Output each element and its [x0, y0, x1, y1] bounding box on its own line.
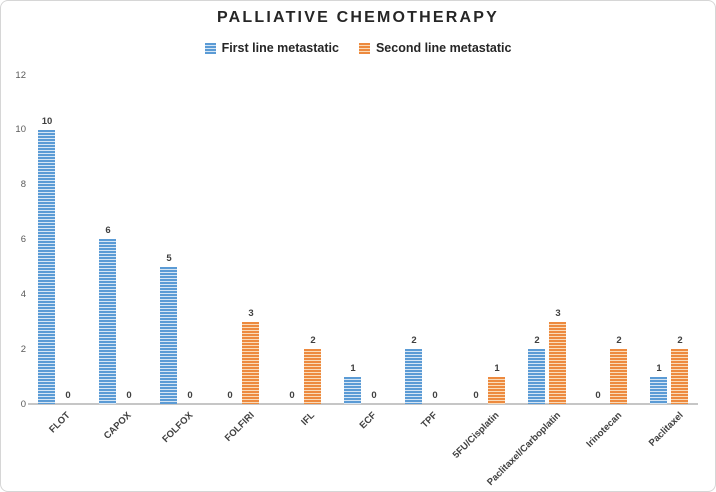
legend-label: Second line metastatic [375, 41, 512, 55]
bar-first-line-metastatic-ecf [344, 377, 361, 404]
x-axis-category-label: 5FU/Cisplatin [450, 410, 502, 461]
bar-value-label: 2 [411, 335, 417, 346]
x-axis-category-label: ECF [357, 410, 379, 432]
bar-value-label: 0 [595, 390, 601, 401]
legend-label: First line metastatic [221, 41, 339, 55]
x-axis-category-label: FOLFOX [159, 410, 195, 446]
bar-value-label: 1 [656, 363, 662, 374]
bar-second-line-metastatic-folfiri [242, 322, 259, 404]
x-axis-category-label: FLOT [47, 410, 73, 436]
bar-second-line-metastatic-irinotecan [610, 349, 627, 404]
x-axis-category-label: FOLFIRI [222, 410, 257, 444]
bar-value-label: 2 [310, 335, 316, 346]
bar-first-line-metastatic-tpf [405, 349, 422, 404]
bar-first-line-metastatic-capox [99, 239, 116, 404]
bar-value-label: 2 [677, 335, 683, 346]
bar-first-line-metastatic-folfox [160, 267, 177, 404]
x-axis-category-label: Irinotecan [583, 410, 624, 450]
bar-value-label: 10 [41, 116, 53, 127]
bar-value-label: 0 [289, 390, 295, 401]
chart-legend: First line metastatic Second line metasta… [1, 41, 715, 55]
x-axis-line [28, 403, 698, 405]
bar-value-label: 0 [432, 390, 438, 401]
legend-item-second-line-metastatic: Second line metastatic [358, 41, 512, 55]
legend-item-first-line-metastatic: First line metastatic [204, 41, 339, 55]
bar-value-label: 0 [473, 390, 479, 401]
bar-value-label: 6 [105, 225, 111, 236]
y-axis-tick-label: 8 [20, 179, 26, 191]
bar-second-line-metastatic-5fu-cisplatin [488, 377, 505, 404]
legend-swatch-icon [358, 42, 370, 54]
bar-value-label: 1 [494, 363, 500, 374]
x-axis-category-label: TPF [419, 410, 441, 431]
y-axis-tick-label: 2 [20, 343, 26, 355]
bar-value-label: 5 [166, 253, 172, 264]
bar-first-line-metastatic-paclitaxel-carboplatin [528, 349, 545, 404]
legend-swatch-icon [204, 42, 216, 54]
bar-value-label: 0 [126, 390, 132, 401]
bar-value-label: 3 [248, 308, 254, 319]
bar-value-label: 0 [65, 390, 71, 401]
bar-first-line-metastatic-paclitaxel [650, 377, 667, 404]
bar-value-label: 2 [534, 335, 540, 346]
x-axis-category-label: CAPOX [102, 410, 134, 442]
bar-first-line-metastatic-flot [38, 130, 55, 404]
y-axis-tick-label: 12 [15, 69, 26, 81]
bar-value-label: 1 [350, 363, 356, 374]
y-axis-tick-label: 0 [20, 398, 26, 410]
chart-title: PALLIATIVE CHEMOTHERAPY [216, 9, 499, 26]
bar-second-line-metastatic-ifl [304, 349, 321, 404]
bar-value-label: 2 [616, 335, 622, 346]
x-axis-category-label: Paclitaxel [646, 410, 686, 449]
bar-second-line-metastatic-paclitaxel-carboplatin [549, 322, 566, 404]
bar-value-label: 0 [187, 390, 193, 401]
bar-value-label: 0 [227, 390, 233, 401]
bar-second-line-metastatic-paclitaxel [671, 349, 688, 404]
bar-value-label: 0 [371, 390, 377, 401]
x-axis-category-label: IFL [299, 410, 318, 428]
y-axis-tick-label: 4 [20, 288, 26, 300]
y-axis-tick-label: 6 [20, 234, 26, 245]
y-axis-tick-label: 10 [15, 124, 26, 136]
bar-value-label: 3 [555, 308, 561, 319]
